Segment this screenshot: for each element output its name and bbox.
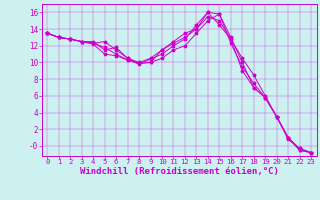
X-axis label: Windchill (Refroidissement éolien,°C): Windchill (Refroidissement éolien,°C) bbox=[80, 167, 279, 176]
